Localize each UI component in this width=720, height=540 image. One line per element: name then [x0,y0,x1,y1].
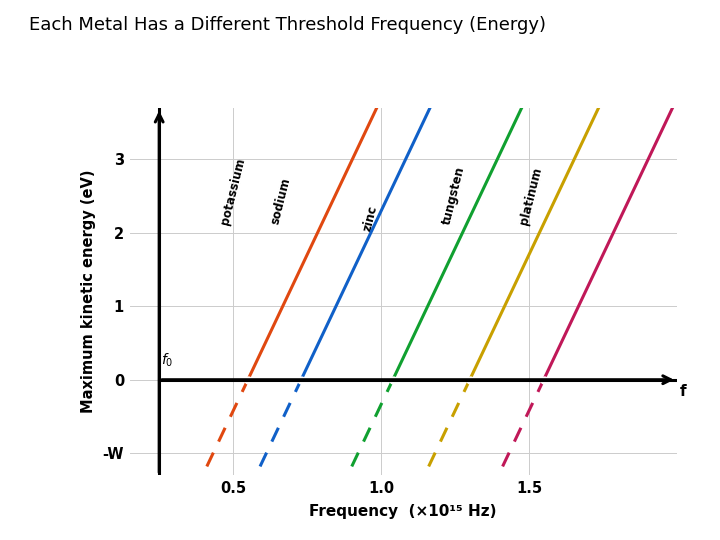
X-axis label: Frequency  (×10¹⁵ Hz): Frequency (×10¹⁵ Hz) [310,504,497,519]
Text: potassium: potassium [218,156,248,226]
Y-axis label: Maximum kinetic energy (eV): Maximum kinetic energy (eV) [81,170,96,413]
Text: f: f [680,384,686,399]
Text: tungsten: tungsten [440,165,467,226]
Text: sodium: sodium [269,176,293,226]
Text: platinum: platinum [517,165,544,226]
Text: $f_0$: $f_0$ [161,352,173,369]
Text: Each Metal Has a Different Threshold Frequency (Energy): Each Metal Has a Different Threshold Fre… [29,16,546,34]
Text: zinc: zinc [360,204,379,233]
